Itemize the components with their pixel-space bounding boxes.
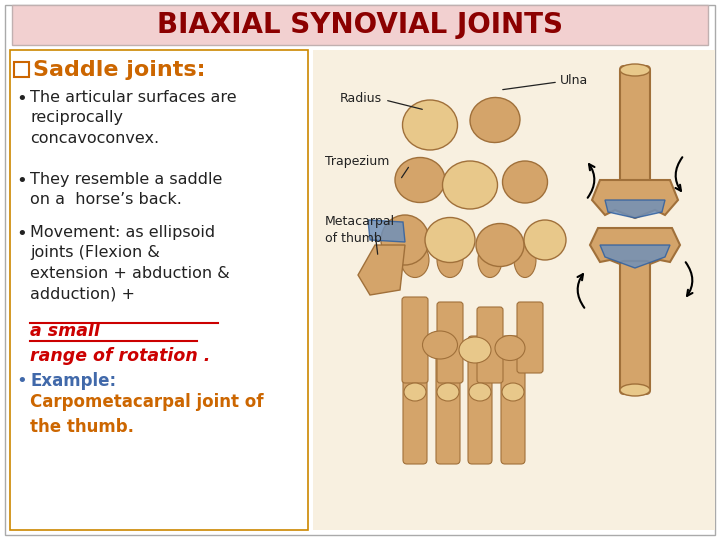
- Text: Radius: Radius: [340, 91, 382, 105]
- FancyBboxPatch shape: [436, 336, 460, 464]
- Ellipse shape: [620, 384, 650, 396]
- Text: Saddle joints:: Saddle joints:: [33, 60, 205, 80]
- Text: Example:: Example:: [30, 372, 116, 390]
- Text: Movement: as ellipsoid
joints (Flexion &
extension + abduction &
adduction) +: Movement: as ellipsoid joints (Flexion &…: [30, 225, 230, 301]
- FancyBboxPatch shape: [10, 50, 308, 530]
- Ellipse shape: [502, 383, 524, 401]
- Text: •: •: [16, 225, 27, 243]
- Ellipse shape: [437, 242, 463, 278]
- Ellipse shape: [437, 383, 459, 401]
- Text: The articular surfaces are
reciprocally
concavoconvex.: The articular surfaces are reciprocally …: [30, 90, 237, 146]
- Text: Ulna: Ulna: [560, 73, 588, 86]
- FancyBboxPatch shape: [437, 302, 463, 383]
- Ellipse shape: [443, 161, 498, 209]
- Ellipse shape: [478, 242, 502, 278]
- FancyBboxPatch shape: [313, 50, 715, 530]
- FancyBboxPatch shape: [620, 66, 650, 184]
- FancyBboxPatch shape: [517, 302, 543, 373]
- Ellipse shape: [459, 337, 491, 363]
- Ellipse shape: [402, 100, 457, 150]
- FancyBboxPatch shape: [477, 307, 503, 383]
- Ellipse shape: [395, 158, 445, 202]
- Polygon shape: [590, 228, 680, 270]
- Text: •: •: [16, 372, 27, 390]
- Polygon shape: [592, 180, 678, 218]
- Text: Metacarpal
of thumb: Metacarpal of thumb: [325, 215, 395, 245]
- FancyBboxPatch shape: [403, 336, 427, 464]
- Text: Carpometacarpal joint of
the thumb.: Carpometacarpal joint of the thumb.: [30, 393, 264, 436]
- Polygon shape: [368, 220, 405, 242]
- Ellipse shape: [470, 98, 520, 143]
- Text: They resemble a saddle
on a  horse’s back.: They resemble a saddle on a horse’s back…: [30, 172, 222, 207]
- FancyBboxPatch shape: [501, 336, 525, 464]
- Ellipse shape: [423, 331, 457, 359]
- Ellipse shape: [401, 242, 429, 278]
- Ellipse shape: [469, 383, 491, 401]
- Ellipse shape: [503, 161, 547, 203]
- FancyBboxPatch shape: [468, 336, 492, 464]
- Text: •: •: [16, 172, 27, 190]
- Polygon shape: [600, 245, 670, 268]
- Ellipse shape: [476, 224, 524, 267]
- Ellipse shape: [514, 242, 536, 278]
- Text: a small
range of rotation .: a small range of rotation .: [30, 322, 210, 365]
- Ellipse shape: [620, 64, 650, 76]
- Text: BIAXIAL SYNOVIAL JOINTS: BIAXIAL SYNOVIAL JOINTS: [157, 11, 563, 39]
- Polygon shape: [605, 200, 665, 218]
- FancyBboxPatch shape: [5, 5, 715, 535]
- Ellipse shape: [381, 215, 429, 265]
- FancyBboxPatch shape: [402, 297, 428, 383]
- Polygon shape: [358, 245, 405, 295]
- Text: Trapezium: Trapezium: [325, 156, 390, 168]
- FancyBboxPatch shape: [14, 62, 29, 77]
- Ellipse shape: [495, 335, 525, 361]
- Ellipse shape: [524, 220, 566, 260]
- Ellipse shape: [404, 383, 426, 401]
- Ellipse shape: [425, 218, 475, 262]
- Text: •: •: [16, 90, 27, 108]
- FancyBboxPatch shape: [12, 5, 708, 45]
- FancyBboxPatch shape: [620, 261, 650, 394]
